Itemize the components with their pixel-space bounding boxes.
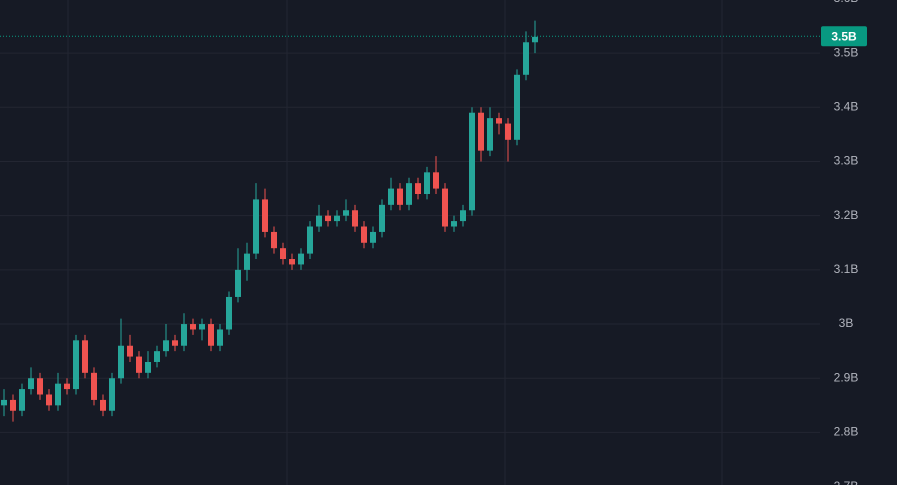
candle-body xyxy=(64,383,70,390)
candle-body xyxy=(388,188,394,205)
candle-body xyxy=(10,399,16,411)
candle-body xyxy=(208,324,214,346)
candle-body xyxy=(415,183,421,194)
candle-body xyxy=(217,329,223,346)
y-tick-label: 3.4B xyxy=(834,99,859,113)
last-price-label: 3.5B xyxy=(831,29,857,43)
candle-body xyxy=(73,340,79,390)
candle-body xyxy=(46,394,52,406)
candle-body xyxy=(82,340,88,373)
candle-body xyxy=(253,199,259,254)
candle-body xyxy=(190,324,196,330)
candle-body xyxy=(109,378,115,411)
candle-body xyxy=(19,389,25,411)
candle-body xyxy=(487,118,493,151)
candle-body xyxy=(343,210,349,216)
candle-body xyxy=(460,210,466,222)
candle-body xyxy=(307,226,313,254)
candle-body xyxy=(172,340,178,346)
candle-body xyxy=(397,188,403,205)
candle-body xyxy=(361,226,367,243)
y-tick-label: 2.9B xyxy=(834,370,859,384)
candle-body xyxy=(496,118,502,124)
candle-body xyxy=(244,253,250,270)
time-grid xyxy=(67,0,723,485)
y-tick-label: 3.1B xyxy=(834,262,859,276)
candle-body xyxy=(406,183,412,205)
candle-body xyxy=(280,248,286,260)
candle-body xyxy=(226,296,232,330)
candle-body xyxy=(334,215,340,222)
candle-body xyxy=(163,340,169,352)
candle-body xyxy=(433,172,439,189)
candle-body xyxy=(469,112,475,211)
candle-body xyxy=(505,123,511,140)
y-tick-label: 2.7B xyxy=(834,479,859,485)
candle-body xyxy=(1,399,7,406)
candle-body xyxy=(532,36,538,43)
candle-body xyxy=(514,74,520,140)
candle-body xyxy=(28,378,34,390)
y-tick-label: 3.5B xyxy=(834,45,859,59)
candle-body xyxy=(181,324,187,346)
candle-body xyxy=(523,42,529,75)
candle-body xyxy=(352,210,358,227)
y-tick-label: 3.3B xyxy=(834,154,859,168)
candle-body xyxy=(298,253,304,265)
candle-body xyxy=(154,351,160,362)
candle-body xyxy=(379,204,385,232)
candle-body xyxy=(100,399,106,411)
candle-body xyxy=(91,372,97,400)
candle-body xyxy=(235,269,241,297)
candle-body xyxy=(316,215,322,227)
y-tick-label: 3.6B xyxy=(834,0,859,5)
candle-body xyxy=(451,221,457,227)
candle-body xyxy=(262,199,268,232)
candle-body xyxy=(55,383,61,406)
y-tick-label: 3B xyxy=(839,316,854,330)
candle-body xyxy=(145,361,151,373)
candle-body xyxy=(442,188,448,227)
candle-body xyxy=(199,324,205,330)
candle-body xyxy=(37,378,43,395)
candle-body xyxy=(136,356,142,373)
candle-body xyxy=(271,231,277,249)
last-price-box xyxy=(821,26,867,47)
y-tick-label: 2.8B xyxy=(834,425,859,439)
candle-body xyxy=(325,215,331,222)
candle-body xyxy=(370,231,376,243)
candle-body xyxy=(127,345,133,357)
candle-body xyxy=(118,345,124,379)
candle-body xyxy=(424,172,430,194)
y-tick-label: 3.2B xyxy=(834,208,859,222)
candle-body xyxy=(478,112,484,151)
candle-body xyxy=(289,259,295,265)
